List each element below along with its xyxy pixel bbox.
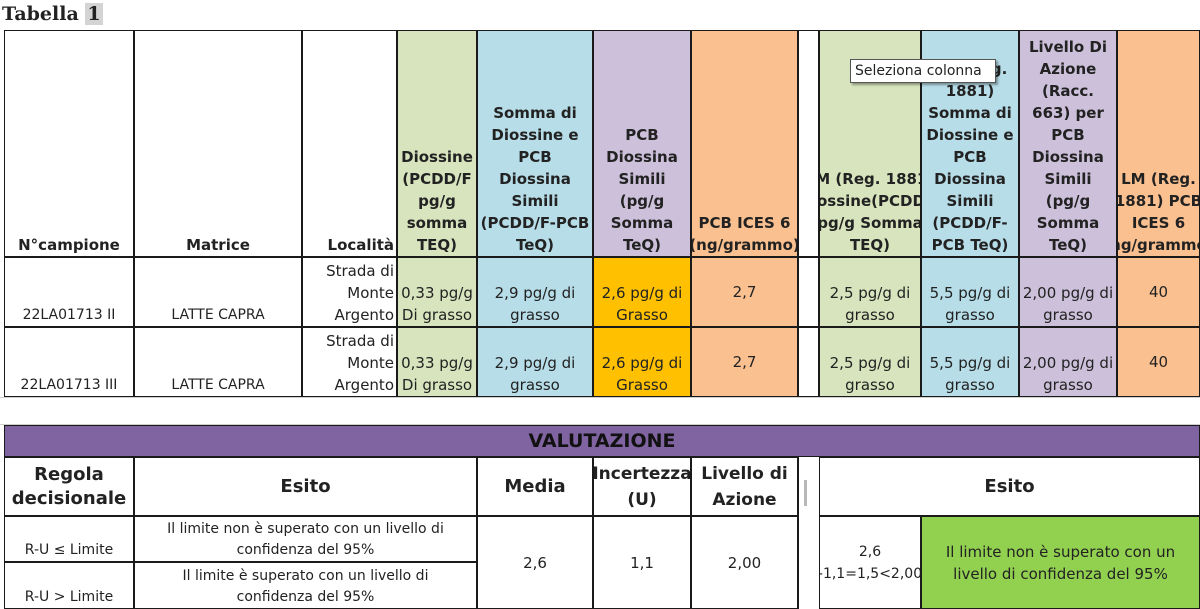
livello-header[interactable]: Livello di Azione xyxy=(691,457,798,516)
esito-header[interactable]: Esito xyxy=(134,457,477,516)
row2-lm-somma[interactable]: 5,5 pg/g di grasso xyxy=(921,327,1019,397)
row1-diossine[interactable]: 0,33 pg/g Di grasso xyxy=(397,257,477,327)
media-value[interactable]: 2,6 xyxy=(477,516,593,609)
rule-2[interactable]: R-U > Limite xyxy=(4,562,134,609)
row2-lm-diossine[interactable]: 2,5 pg/g di grasso xyxy=(819,327,921,397)
eval-spacer xyxy=(798,457,819,609)
esito-result[interactable]: Il limite non è superato con un livello … xyxy=(921,516,1200,609)
row1-pcb-dl[interactable]: 2,6 pg/g di Grasso xyxy=(593,257,691,327)
livello-value[interactable]: 2,00 xyxy=(691,516,798,609)
header-pcb-diossina-simili[interactable]: PCB Diossina Simili (pg/g Somma TeQ) xyxy=(593,30,691,257)
incertezza-value[interactable]: 1,1 xyxy=(593,516,691,609)
row2-lm-pcb-ices[interactable]: 40 xyxy=(1117,327,1200,397)
table-title: Tabella 1 xyxy=(2,3,103,29)
row2-matrice[interactable]: LATTE CAPRA xyxy=(134,327,302,397)
esito-right-header[interactable]: Esito xyxy=(819,457,1200,516)
row1-lm-somma[interactable]: 5,5 pg/g di grasso xyxy=(921,257,1019,327)
row2-campione[interactable]: 22LA01713 III xyxy=(4,327,134,397)
rule-1[interactable]: R-U ≤ Limite xyxy=(4,516,134,562)
row2-spacer[interactable] xyxy=(798,327,819,397)
row1-pcb-ices[interactable]: 2,7 xyxy=(691,257,798,327)
header-lm-pcb-ices[interactable]: LM (Reg. 1881) PCB ICES 6 ng/grammo xyxy=(1117,30,1200,257)
spacer-column[interactable] xyxy=(798,30,819,257)
header-matrice[interactable]: Matrice xyxy=(134,30,302,257)
media-header[interactable]: Media xyxy=(477,457,593,516)
row1-localita[interactable]: Strada di Monte Argento xyxy=(302,257,397,327)
row2-somma[interactable]: 2,9 pg/g di grasso xyxy=(477,327,593,397)
header-somma-diossine-pcb[interactable]: Somma di Diossine e PCB Diossina Simili … xyxy=(477,30,593,257)
row2-localita[interactable]: Strada di Monte Argento xyxy=(302,327,397,397)
incertezza-header[interactable]: Incertezza (U) xyxy=(593,457,691,516)
header-n-campione[interactable]: N°campione xyxy=(4,30,134,257)
header-livello-azione[interactable]: Livello Di Azione (Racc. 663) per PCB Di… xyxy=(1019,30,1117,257)
row1-lm-diossine[interactable]: 2,5 pg/g di grasso xyxy=(819,257,921,327)
row1-spacer[interactable] xyxy=(798,257,819,327)
row1-lm-pcb-ices[interactable]: 40 xyxy=(1117,257,1200,327)
esito-1[interactable]: Il limite non è superato con un livello … xyxy=(134,516,477,562)
header-diossine[interactable]: Diossine (PCDD/F pg/g somma TEQ) xyxy=(397,30,477,257)
table-title-label: Tabella xyxy=(2,3,79,25)
gridline xyxy=(0,397,1200,398)
row2-diossine[interactable]: 0,33 pg/g Di grasso xyxy=(397,327,477,397)
header-localita[interactable]: Località xyxy=(302,30,397,257)
row2-livello-azione[interactable]: 2,00 pg/g di grasso xyxy=(1019,327,1117,397)
row2-pcb-dl[interactable]: 2,6 pg/g di Grasso xyxy=(593,327,691,397)
valutazione-banner: VALUTAZIONE xyxy=(4,425,1200,457)
esito-2[interactable]: Il limite è superato con un livello di c… xyxy=(134,562,477,609)
row2-pcb-ices[interactable]: 2,7 xyxy=(691,327,798,397)
row1-livello-azione[interactable]: 2,00 pg/g di grasso xyxy=(1019,257,1117,327)
row1-somma[interactable]: 2,9 pg/g di grasso xyxy=(477,257,593,327)
header-pcb-ices[interactable]: PCB ICES 6 (ng/grammo) xyxy=(691,30,798,257)
row1-campione[interactable]: 22LA01713 II xyxy=(4,257,134,327)
gridline xyxy=(0,424,1200,425)
regola-header[interactable]: Regola decisionale xyxy=(4,457,134,516)
calc-value[interactable]: 2,6 -1,1=1,5<2,00 xyxy=(819,516,921,609)
row1-matrice[interactable]: LATTE CAPRA xyxy=(134,257,302,327)
column-resize-handle[interactable] xyxy=(804,480,807,506)
select-column-tooltip: Seleziona colonna xyxy=(850,59,996,83)
table-title-number: 1 xyxy=(85,3,103,25)
